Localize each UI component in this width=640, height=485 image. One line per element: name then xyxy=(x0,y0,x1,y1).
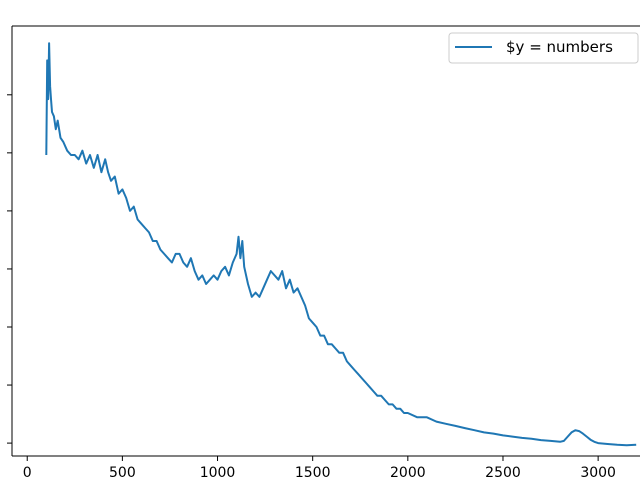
plot-area xyxy=(45,42,637,447)
x-tick-label: 2500 xyxy=(485,465,521,480)
axes: 0 500 1000 1500 2000 2500 3000 xyxy=(7,25,640,481)
legend-box xyxy=(448,32,639,64)
legend-label: $y = numbers xyxy=(506,38,613,56)
x-tick-label: 1000 xyxy=(200,465,236,480)
x-tick-label: 2000 xyxy=(390,465,426,480)
x-tick-label: 0 xyxy=(23,465,32,480)
x-tick-label: 500 xyxy=(109,465,136,480)
legend: $y = numbers xyxy=(448,32,639,64)
x-tick-label: 3000 xyxy=(580,465,616,480)
series-line-0 xyxy=(45,42,637,447)
x-tick-label: 1500 xyxy=(295,465,331,480)
